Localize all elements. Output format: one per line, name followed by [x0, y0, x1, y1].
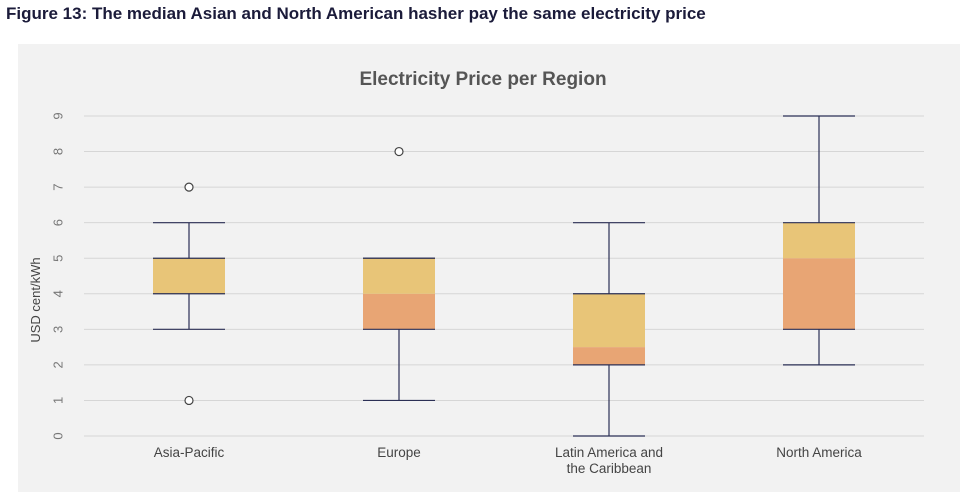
- outlier-point: [394, 146, 404, 157]
- box-plot-chart: Electricity Price per Region 0123456789 …: [28, 69, 924, 476]
- lower-box: [573, 347, 645, 365]
- outlier-point: [184, 182, 194, 192]
- category-label: Asia-Pacific: [154, 445, 225, 460]
- category-label: Europe: [377, 445, 421, 460]
- y-tick-label: 2: [51, 361, 66, 368]
- y-tick-label: 9: [51, 112, 66, 119]
- y-tick-label: 4: [51, 290, 66, 297]
- y-tick-label: 6: [51, 219, 66, 226]
- lower-box: [783, 258, 855, 330]
- box-latin-america-and-the-caribbean: [573, 222, 645, 437]
- y-tick-labels: 0 1 2 3 4 5 6 7 8 9: [51, 112, 66, 439]
- boxes: [153, 115, 855, 437]
- lower-box: [363, 293, 435, 330]
- upper-box: [573, 293, 645, 348]
- box-asia-pacific: [153, 182, 225, 406]
- box-europe: [363, 146, 435, 402]
- figure-title: Figure 13: The median Asian and North Am…: [6, 4, 706, 23]
- upper-box: [363, 258, 435, 294]
- category-label: Latin America and the Caribbean: [555, 445, 663, 476]
- category-label: North America: [776, 445, 862, 460]
- y-tick-label: 1: [51, 397, 66, 404]
- y-tick-label: 8: [51, 148, 66, 155]
- chart-title: Electricity Price per Region: [359, 69, 606, 90]
- upper-box: [153, 258, 225, 294]
- y-tick-label: 5: [51, 255, 66, 262]
- y-axis-label: USD cent/kWh: [28, 257, 43, 342]
- y-tick-label: 3: [51, 326, 66, 333]
- y-tick-label: 7: [51, 183, 66, 190]
- upper-box: [783, 222, 855, 259]
- box-north-america: [783, 115, 855, 366]
- y-tick-label: 0: [51, 432, 66, 439]
- outlier-point: [184, 395, 194, 406]
- category-labels: Asia-Pacific Europe Latin America and the C…: [154, 445, 863, 476]
